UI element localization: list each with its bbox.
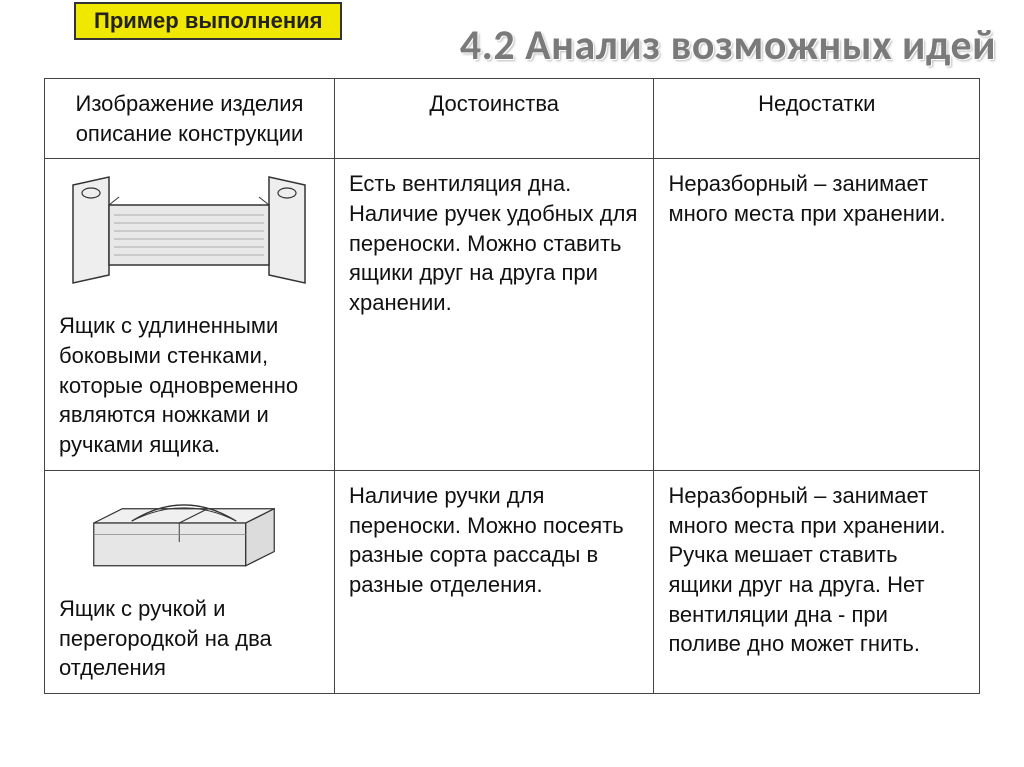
cell-cons-2: Неразборный – занимает много места при х…: [654, 470, 980, 693]
table-header-row: Изображение изделия описание конструкции…: [45, 79, 980, 159]
box-drawing-1-icon: [59, 175, 319, 295]
example-badge: Пример выполнения: [74, 2, 342, 40]
cell-image-desc-1: Ящик с удлиненными боковыми стенками, ко…: [45, 159, 335, 470]
table-row: Ящик с удлиненными боковыми стенками, ко…: [45, 159, 980, 470]
cell-image-desc-2: Ящик с ручкой и перегородкой на два отде…: [45, 470, 335, 693]
cell-pros-2: Наличие ручки для переноски. Можно посея…: [334, 470, 653, 693]
cell-pros-1: Есть вентиляция дна. Наличие ручек удобн…: [334, 159, 653, 470]
desc-text-2: Ящик с ручкой и перегородкой на два отде…: [59, 594, 320, 683]
cell-cons-1: Неразборный – занимает много места при х…: [654, 159, 980, 470]
desc-text-1: Ящик с удлиненными боковыми стенками, ко…: [59, 311, 320, 459]
header-col-3: Недостатки: [654, 79, 980, 159]
box-drawing-2-icon: [69, 485, 299, 580]
header-col-1: Изображение изделия описание конструкции: [45, 79, 335, 159]
analysis-table: Изображение изделия описание конструкции…: [44, 78, 980, 694]
section-title: 4.2 Анализ возможных идей: [460, 20, 996, 71]
header-col-2: Достоинства: [334, 79, 653, 159]
table-row: Ящик с ручкой и перегородкой на два отде…: [45, 470, 980, 693]
